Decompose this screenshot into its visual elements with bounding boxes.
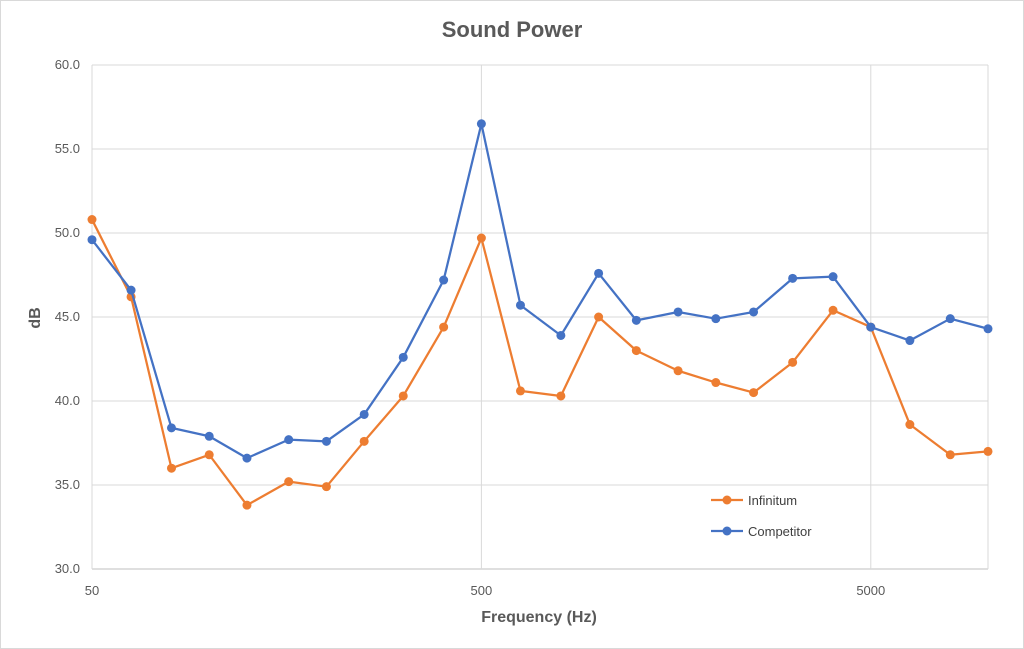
- data-point: [166, 463, 176, 473]
- data-point: [828, 305, 838, 315]
- data-point: [359, 409, 369, 419]
- y-axis-title: dB: [27, 307, 44, 328]
- data-point: [321, 436, 331, 446]
- x-axis-title: Frequency (Hz): [481, 609, 597, 626]
- chart-title: Sound Power: [442, 17, 583, 42]
- data-point: [284, 477, 294, 487]
- legend-marker: [722, 526, 732, 536]
- data-point: [321, 482, 331, 492]
- data-point: [788, 357, 798, 367]
- data-point: [711, 378, 721, 388]
- data-point: [359, 436, 369, 446]
- legend-item: Competitor: [711, 524, 812, 539]
- data-point: [439, 322, 449, 332]
- data-point: [204, 431, 214, 441]
- data-point: [398, 391, 408, 401]
- data-point: [439, 275, 449, 285]
- series-competitor: [87, 119, 993, 463]
- y-tick-label: 35.0: [55, 477, 80, 492]
- data-point: [242, 453, 252, 463]
- data-point: [515, 386, 525, 396]
- gridlines: [91, 64, 989, 570]
- data-point: [556, 330, 566, 340]
- data-point: [242, 500, 252, 510]
- series-infinitum: [87, 215, 993, 510]
- legend-marker: [722, 495, 732, 505]
- y-tick-label: 50.0: [55, 225, 80, 240]
- data-point: [905, 420, 915, 430]
- data-point: [87, 235, 97, 245]
- legend-label: Competitor: [748, 524, 812, 539]
- data-point: [166, 423, 176, 433]
- data-point: [711, 314, 721, 324]
- legend-label: Infinitum: [748, 493, 797, 508]
- data-point: [905, 336, 915, 346]
- y-tick-label: 55.0: [55, 141, 80, 156]
- data-point: [515, 300, 525, 310]
- data-point: [673, 366, 683, 376]
- y-tick-label: 40.0: [55, 393, 80, 408]
- legend-item: Infinitum: [711, 493, 797, 508]
- data-point: [866, 322, 876, 332]
- data-point: [828, 272, 838, 282]
- y-tick-labels: 30.0 35.0 40.0 45.0 50.0 55.0 60.0: [55, 57, 80, 576]
- data-point: [983, 324, 993, 334]
- data-point: [476, 233, 486, 243]
- data-point: [673, 307, 683, 317]
- x-tick-label: 50: [85, 583, 99, 598]
- x-tick-labels: 50 500 5000: [85, 583, 885, 598]
- data-point: [398, 352, 408, 362]
- data-point: [204, 450, 214, 460]
- data-point: [945, 314, 955, 324]
- data-point: [631, 315, 641, 325]
- series-line: [90, 219, 989, 507]
- data-point: [594, 312, 604, 322]
- data-point: [631, 346, 641, 356]
- data-point: [126, 285, 136, 295]
- data-point: [945, 450, 955, 460]
- x-tick-label: 500: [471, 583, 493, 598]
- data-point: [284, 435, 294, 445]
- data-point: [788, 273, 798, 283]
- data-point: [594, 268, 604, 278]
- series-line: [91, 122, 989, 460]
- data-point: [983, 446, 993, 456]
- y-tick-label: 45.0: [55, 309, 80, 324]
- data-point: [749, 307, 759, 317]
- data-point: [749, 388, 759, 398]
- data-point: [476, 119, 486, 129]
- data-point: [87, 215, 97, 225]
- series-layer: [87, 119, 993, 510]
- y-tick-label: 30.0: [55, 561, 80, 576]
- data-point: [556, 391, 566, 401]
- legend: Infinitum Competitor: [711, 493, 812, 539]
- y-tick-label: 60.0: [55, 57, 80, 72]
- x-tick-label: 5000: [856, 583, 885, 598]
